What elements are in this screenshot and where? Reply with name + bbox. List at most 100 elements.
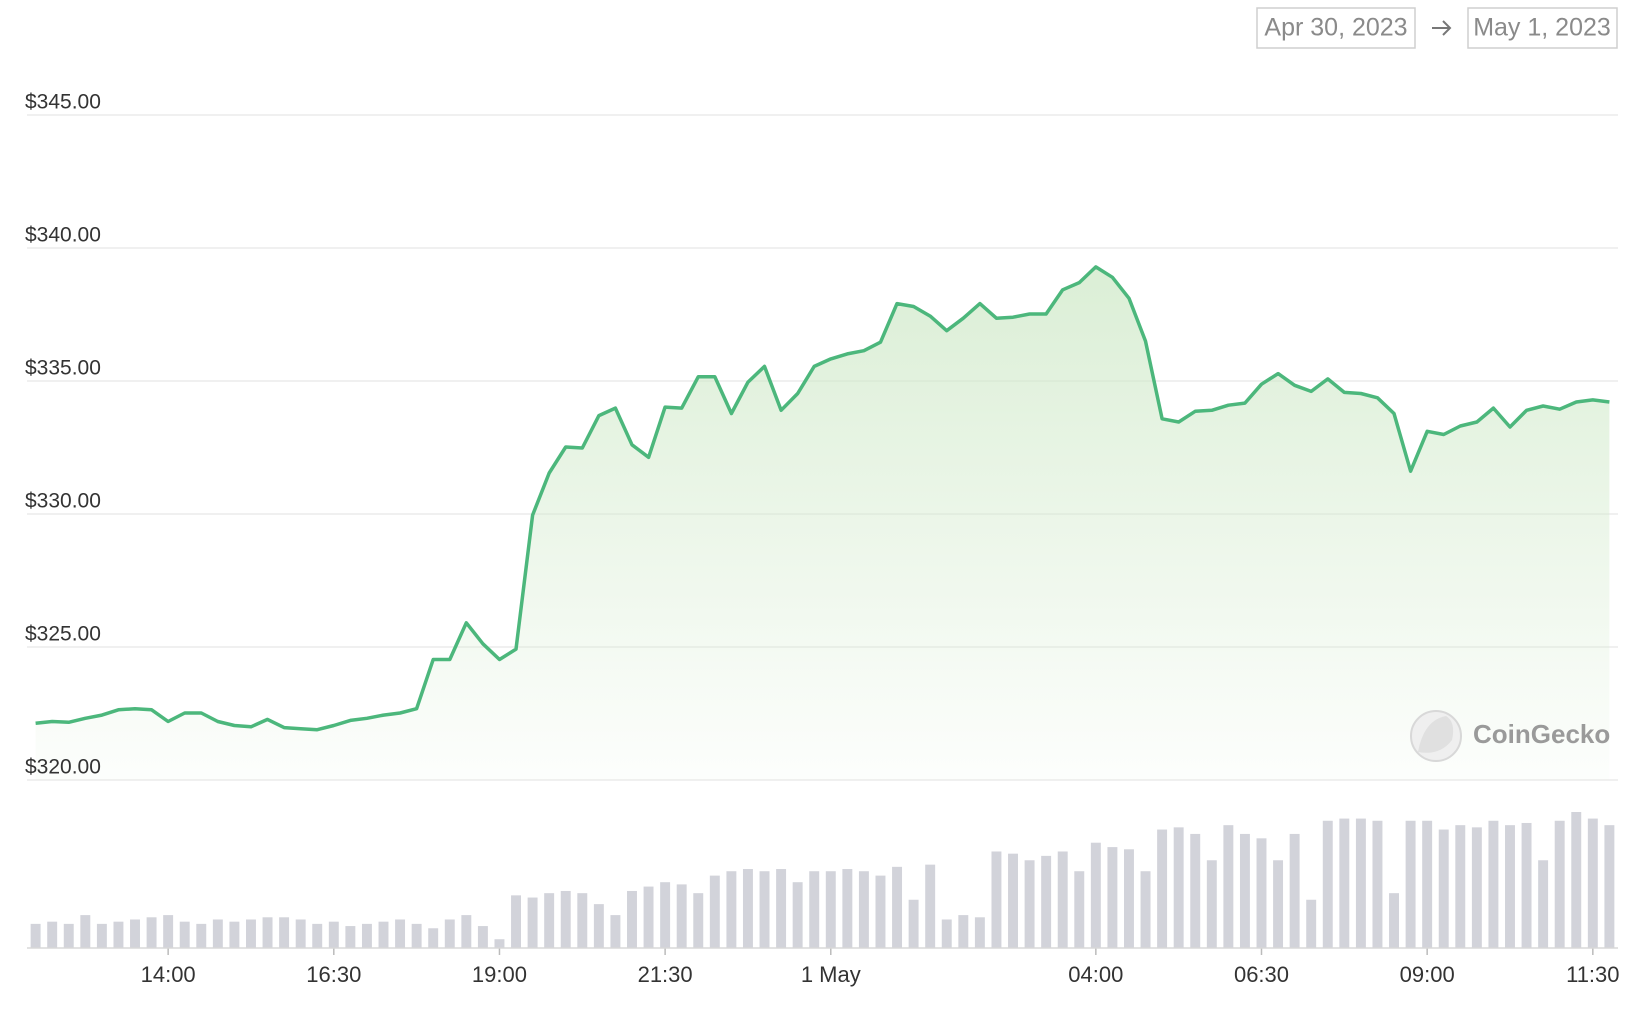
volume-bar [1389, 893, 1399, 948]
volume-bar [693, 893, 704, 948]
volume-bar [809, 871, 820, 948]
volume-bar [676, 884, 687, 948]
volume-bar [1521, 822, 1532, 948]
volume-bar [1538, 860, 1549, 948]
volume-bar [1057, 851, 1068, 948]
start-date[interactable]: Apr 30, 2023 [1264, 14, 1407, 42]
volume-bar [30, 923, 41, 948]
volume-bar [577, 893, 588, 948]
volume-bar [1505, 825, 1515, 948]
y-tick-label: $320.00 [25, 756, 101, 779]
volume-bar [1355, 818, 1366, 948]
volume-bar [974, 917, 985, 948]
start-date-box[interactable] [1256, 7, 1416, 49]
volume-bar [726, 871, 737, 948]
end-date[interactable]: May 1, 2023 [1473, 14, 1611, 42]
volume-bar [825, 871, 836, 948]
volume-bar [1438, 829, 1449, 948]
volume-bar [494, 939, 505, 948]
volume-bar [1289, 833, 1300, 948]
volume-bar [643, 886, 654, 948]
volume-bar [842, 869, 853, 948]
volume-bar [1223, 825, 1234, 948]
volume-bar [1090, 842, 1101, 948]
volume-bar [1157, 829, 1168, 948]
volume-bar [63, 923, 74, 948]
y-tick-label: $330.00 [25, 490, 101, 513]
volume-bar [212, 919, 223, 948]
volume-bar [163, 915, 174, 948]
volume-bar [246, 919, 256, 948]
x-tick-label: 04:00 [1068, 962, 1123, 987]
volume-bar [1239, 833, 1250, 948]
volume-bar [511, 895, 522, 948]
volume-bar [1604, 825, 1615, 948]
volume-bar [1405, 820, 1416, 948]
watermark-logo [1410, 710, 1462, 762]
volume-bar [1107, 847, 1118, 948]
volume-bar [1554, 820, 1565, 948]
volume-bar [627, 890, 637, 948]
volume-bar [444, 919, 455, 948]
volume-bar [709, 875, 720, 948]
x-tick-label: 16:30 [306, 962, 361, 987]
volume-bar [958, 915, 969, 948]
volume-bar [395, 919, 406, 948]
volume-bar [428, 928, 439, 948]
axes: $320.00 $325.00 $330.00 $335.00 $340.00 $345.… [25, 91, 1620, 987]
volume-bar [378, 921, 389, 948]
volume-bar [1571, 812, 1582, 948]
volume-bar [262, 917, 273, 948]
x-tick-label: 1 May [801, 962, 861, 987]
volume-bar [925, 864, 936, 948]
volume-bar [875, 875, 886, 948]
volume-bar [1140, 871, 1151, 948]
y-tick-label: $345.00 [25, 91, 101, 114]
volume-bar [544, 893, 555, 948]
end-date-box[interactable] [1467, 7, 1618, 49]
volume-bar [146, 917, 157, 948]
price-series [35, 265, 1610, 780]
watermark: CoinGecko [1473, 719, 1610, 749]
volume-bar [312, 923, 323, 948]
volume-bar [1372, 820, 1383, 948]
volume-bar [411, 923, 422, 948]
volume-bar [759, 871, 770, 948]
volume-bar [742, 869, 753, 948]
volume-bar [80, 915, 91, 948]
volume-bar [1206, 860, 1217, 948]
volume-bar [560, 890, 571, 948]
price-line [35, 265, 1610, 732]
volume-bar [858, 871, 869, 948]
volume-bar [1322, 820, 1333, 948]
volume-bar [660, 882, 671, 948]
volume-bar [1008, 853, 1018, 948]
volume-bar [527, 897, 538, 948]
volume-bar [1488, 820, 1499, 948]
volume-bar [1471, 827, 1482, 948]
volume-bar [179, 921, 190, 948]
volume-bar [892, 866, 903, 948]
volume-bar [1273, 860, 1284, 948]
volume-bar [113, 921, 124, 948]
volume-bar [1455, 825, 1466, 948]
volume-bar [776, 869, 787, 948]
volume-bar [1074, 871, 1085, 948]
volume-bar [196, 923, 207, 948]
volume-bar [130, 919, 140, 948]
volume-bar [1256, 838, 1267, 948]
x-tick-label: 14:00 [141, 962, 196, 987]
volume-bar [328, 921, 339, 948]
volume-bar [477, 926, 488, 948]
volume-bar [1024, 860, 1035, 948]
volume-bar [1306, 899, 1317, 948]
x-tick-label: 19:00 [472, 962, 527, 987]
volume-bar [96, 923, 107, 948]
volume-bar [47, 921, 58, 948]
volume-bar [610, 915, 621, 948]
volume-bar [229, 921, 240, 948]
volume-bar [1587, 818, 1598, 948]
y-tick-label: $325.00 [25, 623, 101, 646]
